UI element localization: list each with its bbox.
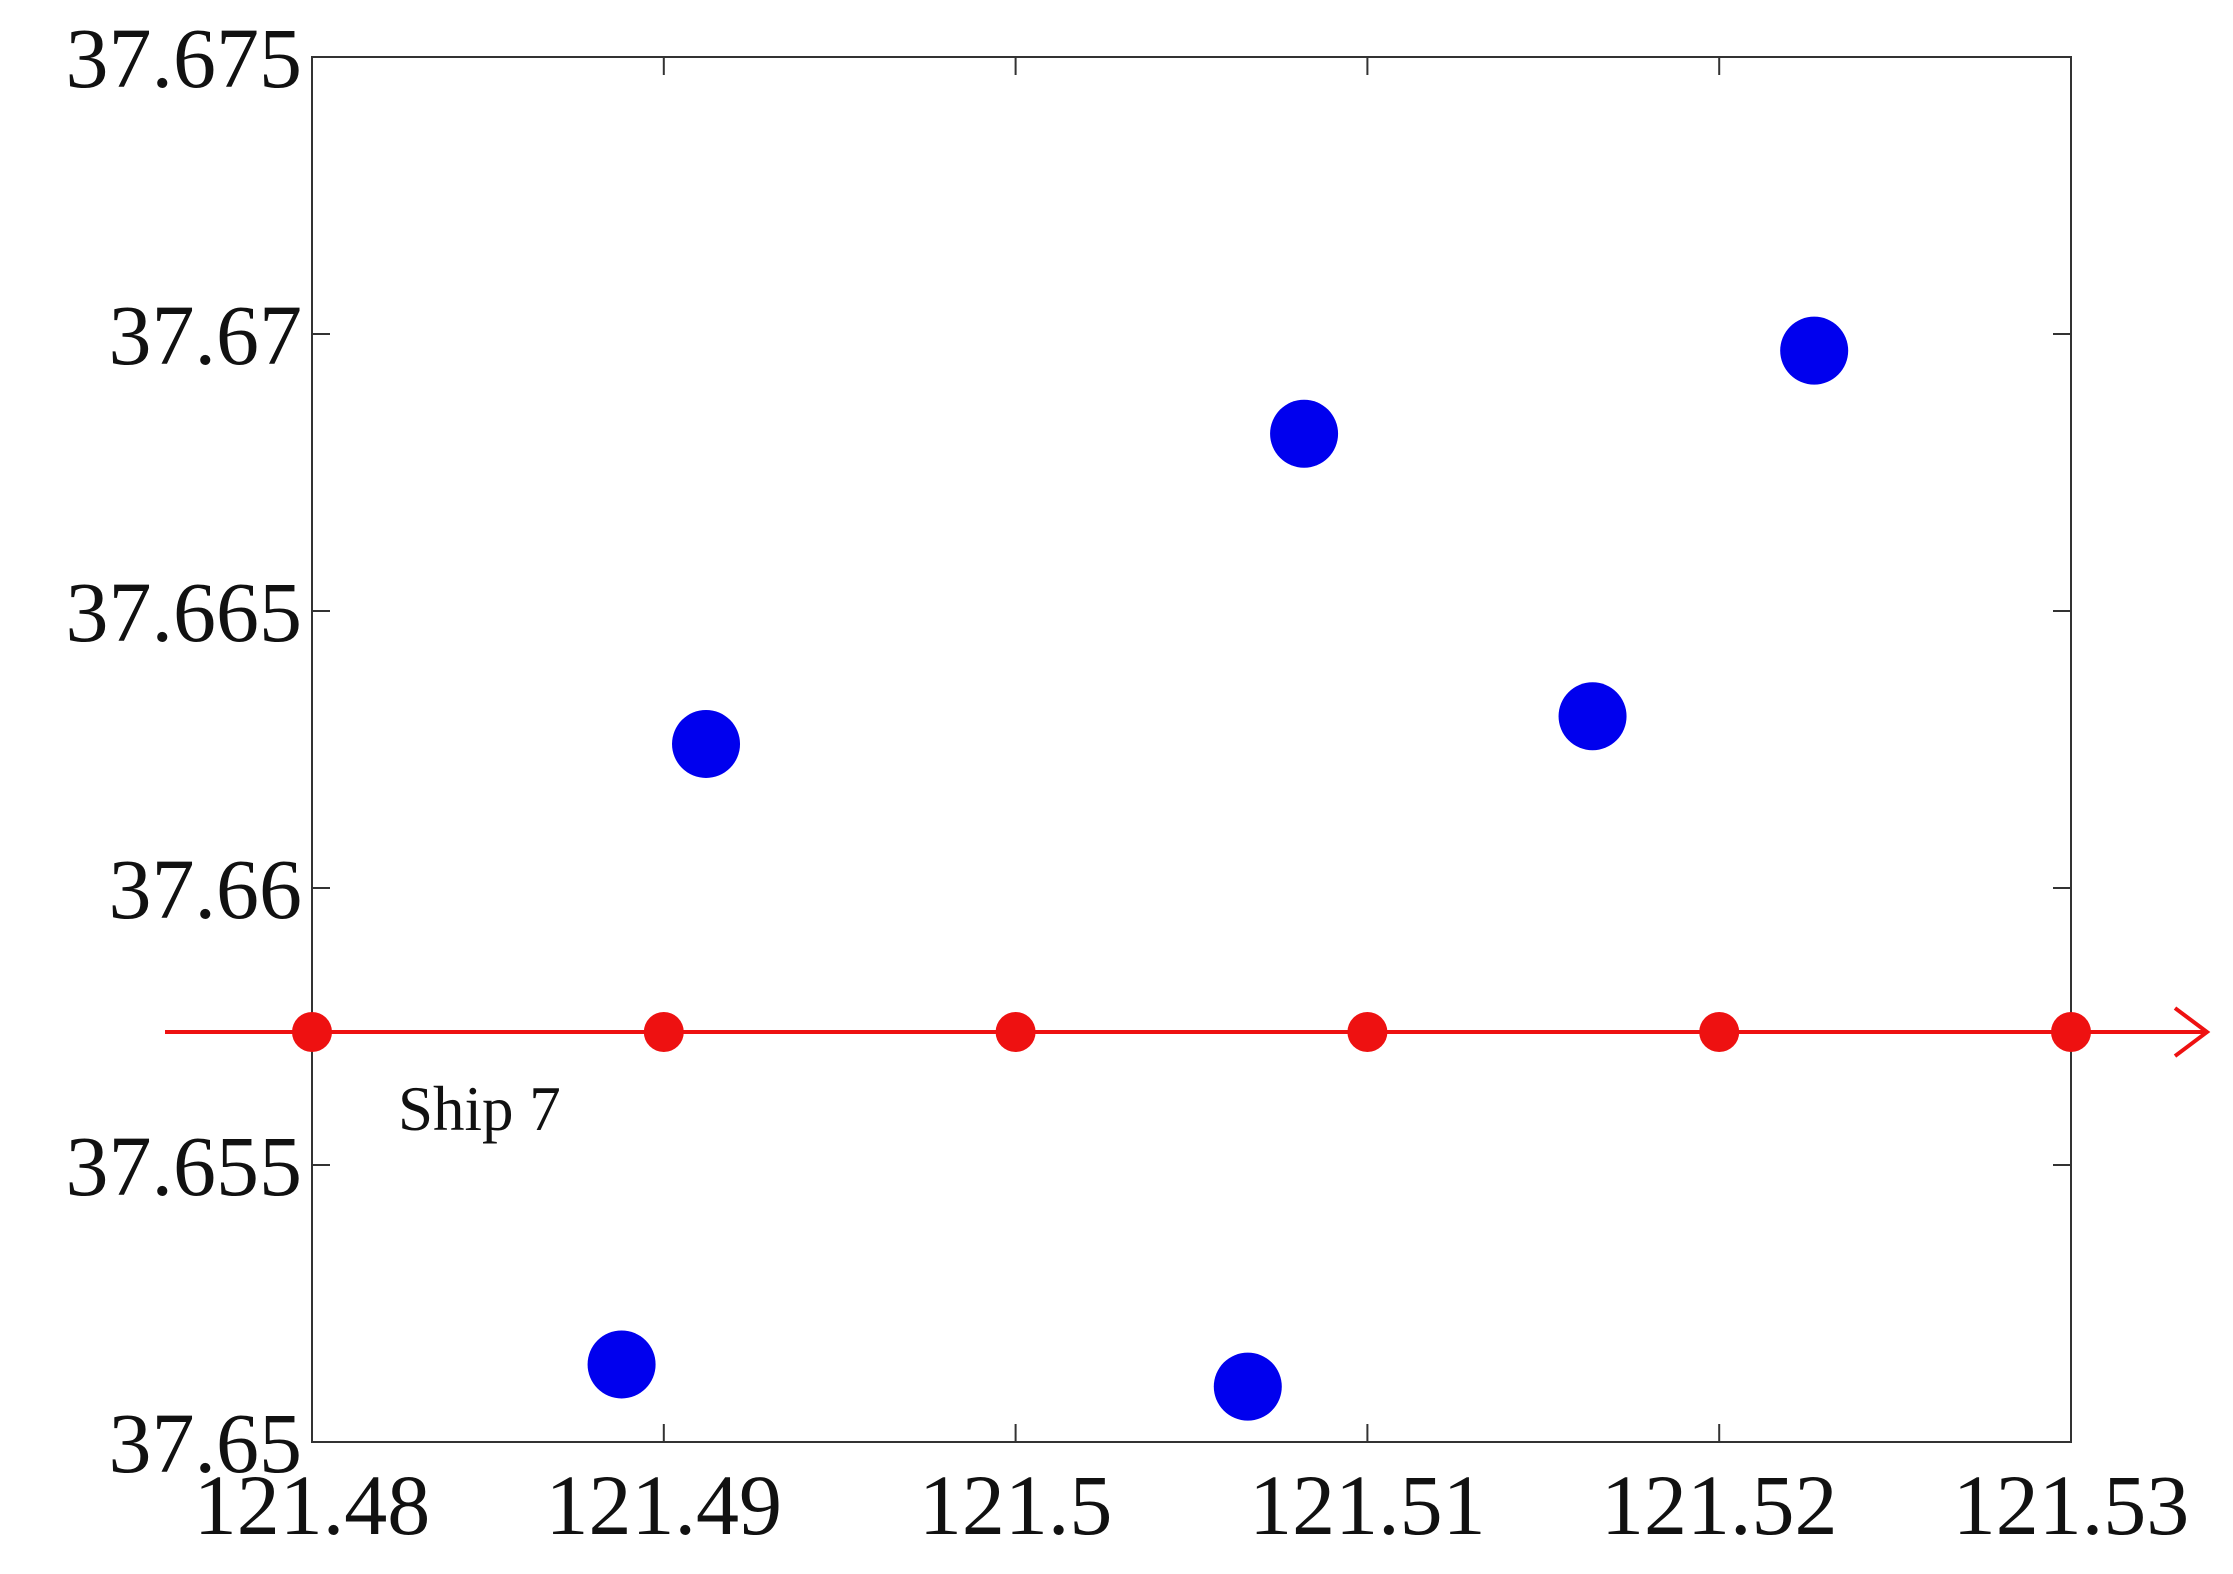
y-tick-label: 37.66 [109,841,303,937]
point [643,1012,684,1053]
point [1347,1012,1388,1053]
point [1780,316,1849,385]
point [2051,1012,2091,1053]
point [672,709,741,778]
y-tick-label: 37.675 [66,10,303,106]
x-tick-label: 121.48 [194,1457,431,1553]
x-tick-label: 121.51 [1249,1457,1486,1553]
y-tick-label: 37.665 [66,564,303,660]
point [587,1330,656,1399]
annotation: Ship 7 [398,1074,561,1144]
point [292,1012,332,1053]
x-tick-label: 121.5 [919,1457,1113,1553]
x-tick-label: 121.53 [1953,1457,2190,1553]
x-tick-label: 121.49 [546,1457,783,1553]
route-arrowhead [2173,1006,2211,1058]
y-tick-label: 37.655 [66,1118,303,1214]
point [1699,1012,1740,1053]
point [995,1012,1036,1053]
plot-frame [311,56,2072,1443]
point [1270,399,1339,468]
point [1213,1352,1282,1421]
y-tick-label: 37.67 [109,287,303,383]
x-tick-label: 121.52 [1601,1457,1838,1553]
y-tick-label: 37.65 [109,1395,303,1491]
point [1558,682,1627,751]
